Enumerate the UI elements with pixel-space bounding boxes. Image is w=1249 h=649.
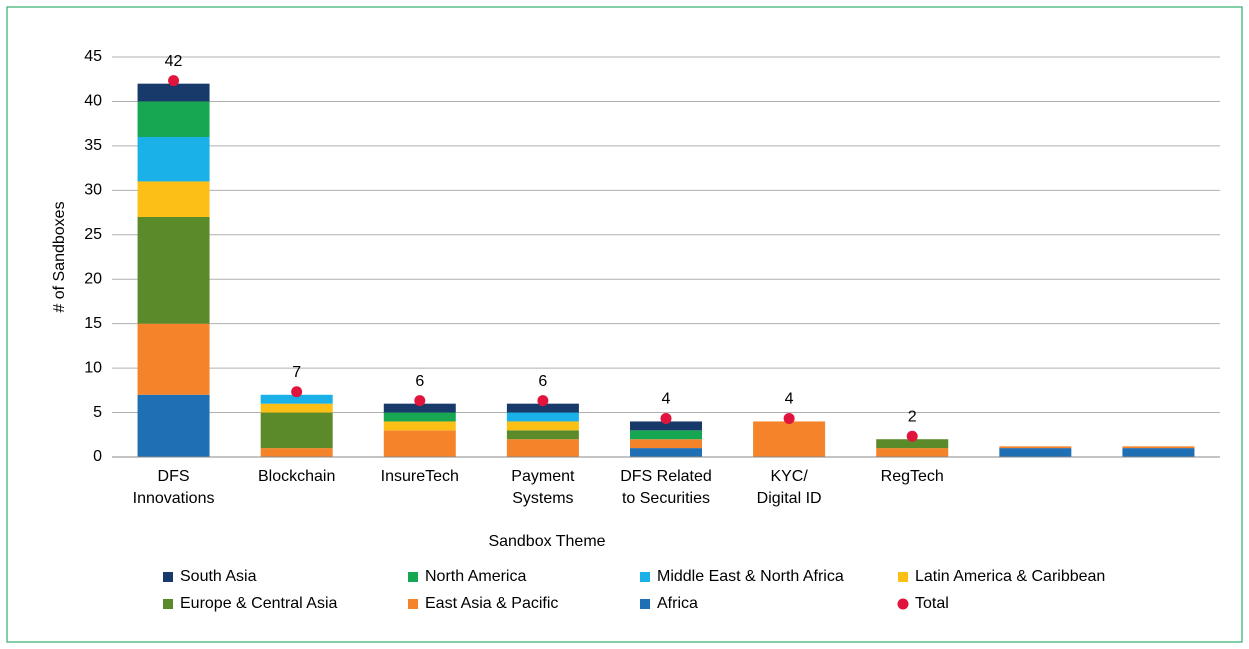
- y-tick-label: 10: [84, 359, 102, 376]
- legend-label: Latin America & Caribbean: [915, 568, 1105, 585]
- bar-segment: [260, 448, 333, 457]
- x-tick-label: InsureTech: [380, 468, 459, 485]
- bar-segment: [260, 412, 333, 449]
- legend-swatch: [640, 599, 650, 609]
- bar-segment: [260, 403, 333, 413]
- bar-segment: [506, 403, 579, 413]
- legend-swatch: [640, 572, 650, 582]
- x-tick-label: Payment Systems: [511, 468, 575, 507]
- bar-segment: [876, 448, 949, 457]
- y-tick-label: 35: [84, 137, 102, 154]
- legend-swatch: [408, 599, 418, 609]
- y-tick-label: 5: [93, 404, 102, 421]
- y-tick-label: 20: [84, 270, 102, 287]
- total-marker: [537, 395, 549, 407]
- legend-label: East Asia & Pacific: [425, 595, 558, 612]
- bar-segment: [506, 421, 579, 431]
- bar-segment: [1122, 448, 1195, 457]
- bar-segment: [137, 83, 210, 102]
- bar-segment: [630, 448, 702, 457]
- legend-label: Middle East & North Africa: [657, 568, 844, 585]
- frame: [6, 6, 1243, 643]
- total-marker: [660, 412, 672, 424]
- bar-segment: [137, 394, 210, 457]
- y-tick-label: 30: [84, 182, 102, 199]
- total-marker: [291, 386, 303, 398]
- bar-segment: [383, 430, 456, 457]
- total-label: 7: [292, 364, 301, 381]
- bar-segment: [137, 323, 210, 395]
- y-tick-label: 45: [84, 48, 102, 65]
- bar-segment: [753, 421, 826, 457]
- total-label: 4: [662, 391, 671, 408]
- total-label: 2: [908, 408, 917, 425]
- y-tick-label: 40: [84, 93, 102, 110]
- bar-segment: [630, 439, 702, 449]
- total-label: 42: [165, 53, 183, 70]
- legend-label: Africa: [657, 595, 698, 612]
- total-label: 6: [538, 373, 547, 390]
- x-tick-label: DFS Innovations: [132, 468, 215, 507]
- y-tick-label: 25: [84, 226, 102, 243]
- legend-label: Europe & Central Asia: [180, 595, 338, 612]
- legend-swatch: [163, 572, 173, 582]
- total-marker: [168, 75, 180, 87]
- total-marker: [783, 412, 795, 424]
- total-label: 4: [785, 391, 794, 408]
- bar-segment: [137, 217, 210, 324]
- legend-label: North America: [425, 568, 526, 585]
- bar-segment: [506, 439, 579, 457]
- bar-segment: [383, 412, 456, 422]
- x-axis-label: Sandbox Theme: [488, 533, 605, 550]
- bar-segment: [999, 448, 1072, 457]
- bar-segment: [630, 430, 702, 440]
- y-tick-label: 15: [84, 315, 102, 332]
- bar-segment: [137, 137, 210, 182]
- bar-segment: [383, 421, 456, 431]
- x-tick-label: DFS Related to Securities: [620, 468, 712, 507]
- legend-swatch: [163, 599, 173, 609]
- bar-segment: [999, 446, 1072, 449]
- total-label: 6: [415, 373, 424, 390]
- bar-segment: [137, 101, 210, 137]
- bar-segment: [137, 181, 210, 217]
- legend-marker: [897, 598, 909, 610]
- bar-segment: [876, 439, 949, 449]
- y-axis-label: # of Sandboxes: [51, 201, 68, 312]
- total-marker: [906, 430, 918, 442]
- total-marker: [414, 395, 426, 407]
- x-tick-label: Blockchain: [257, 468, 336, 485]
- bar-segment: [506, 430, 579, 440]
- x-tick-label: RegTech: [880, 468, 944, 485]
- bar-segment: [260, 394, 333, 404]
- legend-swatch: [898, 572, 908, 582]
- legend-label: Total: [915, 595, 949, 612]
- y-tick-label: 0: [93, 448, 102, 465]
- bar-segment: [1122, 446, 1195, 449]
- bar-segment: [630, 421, 702, 431]
- legend-swatch: [408, 572, 418, 582]
- x-tick-label: KYC/ Digital ID: [756, 468, 822, 507]
- legend-label: South Asia: [180, 568, 257, 585]
- bar-segment: [383, 403, 456, 413]
- bar-segment: [506, 412, 579, 422]
